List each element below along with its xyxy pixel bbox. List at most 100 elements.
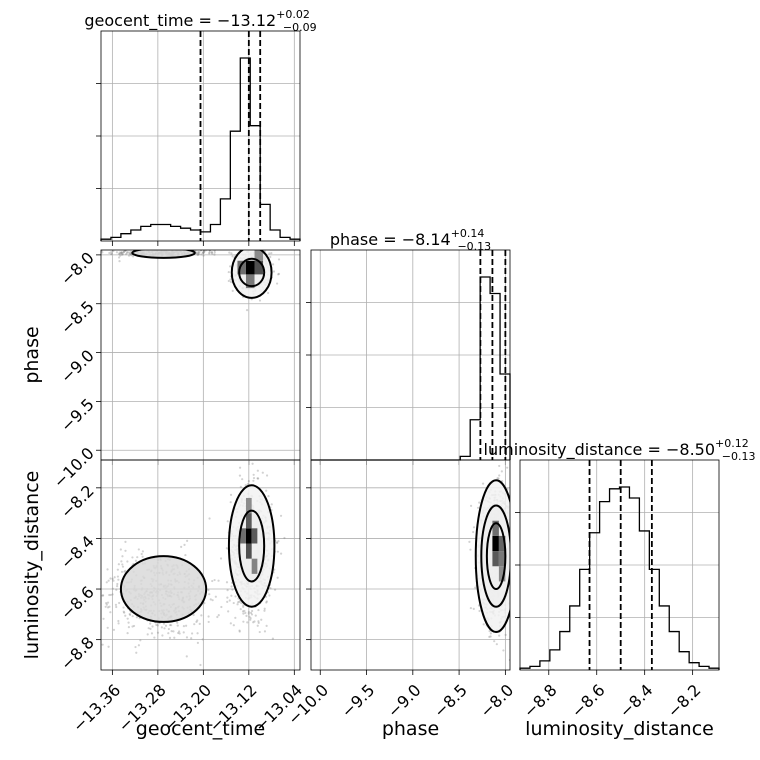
sample-point: [127, 254, 131, 257]
grid-lines: [520, 460, 719, 670]
sample-point: [92, 250, 94, 252]
sample-point: [123, 570, 126, 573]
sample-point: [495, 643, 498, 646]
sample-point: [104, 605, 107, 608]
sample-point: [209, 598, 212, 601]
sample-point: [118, 601, 121, 605]
sample-point: [126, 560, 129, 563]
sample-point: [246, 483, 249, 486]
sample-point: [266, 291, 270, 295]
sample-point: [207, 588, 210, 592]
sample-point: [238, 474, 242, 477]
sample-point: [195, 252, 198, 255]
sample-point: [478, 609, 481, 613]
sample-point: [117, 563, 120, 566]
x-axis-label-phase: phase: [382, 718, 439, 740]
sample-point: [512, 540, 514, 542]
sample-point: [513, 523, 515, 525]
sample-point: [164, 624, 168, 627]
y-tick-label: −10.0: [50, 444, 98, 492]
sample-point: [123, 611, 126, 614]
sample-point: [190, 632, 194, 635]
sample-point: [488, 630, 491, 633]
sample-point: [118, 252, 122, 255]
sample-point: [515, 565, 517, 567]
sample-point: [256, 624, 259, 627]
sample-point: [489, 635, 492, 638]
sample-point: [126, 617, 129, 620]
sample-point: [514, 532, 516, 534]
sample-point: [511, 573, 513, 575]
contour-line: [131, 250, 196, 259]
sample-point: [106, 601, 110, 604]
sample-point: [202, 251, 205, 254]
panel-title-phase: phase = −8.14+0.14 −0.13: [330, 227, 491, 253]
sample-point: [196, 253, 199, 257]
panel-title-geocent_time: geocent_time = −13.12+0.02 −0.09: [84, 8, 316, 34]
sample-point: [124, 540, 127, 543]
x-tick-label: −13.36: [69, 680, 124, 735]
density-cell: [245, 513, 252, 529]
sample-point: [265, 624, 268, 627]
contour-line: [485, 522, 507, 591]
sample-point: [231, 289, 234, 292]
y-axis-label-luminosity_distance: luminosity_distance: [21, 471, 43, 660]
density-cell: [251, 528, 258, 544]
sample-point: [242, 612, 245, 615]
sample-point: [213, 250, 216, 252]
sample-point: [247, 610, 251, 614]
sample-point: [214, 595, 217, 598]
sample-point: [229, 265, 232, 268]
sample-point: [213, 251, 216, 254]
sample-point: [192, 613, 195, 617]
sample-point: [129, 250, 132, 253]
sample-point: [253, 620, 256, 623]
sample-point: [111, 577, 114, 581]
sample-point: [198, 622, 201, 626]
sample-point: [182, 624, 186, 628]
sample-point: [225, 547, 228, 550]
sample-point: [196, 619, 199, 622]
sample-point: [169, 623, 172, 627]
title-plus: +0.02: [276, 8, 310, 21]
title-minus: −0.13: [457, 240, 491, 253]
sample-point: [147, 627, 150, 630]
sample-point: [227, 610, 230, 613]
sample-point: [196, 252, 200, 255]
sample-point: [247, 480, 250, 483]
sample-point: [516, 595, 518, 597]
density-cell: [245, 543, 252, 559]
sample-point: [83, 570, 85, 572]
sample-point: [517, 581, 519, 583]
sample-point: [106, 568, 109, 571]
sample-point: [59, 590, 61, 592]
sample-point: [116, 575, 120, 578]
sample-point: [117, 619, 120, 623]
sample-point: [217, 613, 220, 617]
sample-point: [476, 506, 480, 509]
sample-point: [481, 482, 485, 485]
sample-point: [249, 611, 253, 614]
histogram-luminosity_distance: [519, 486, 720, 670]
sample-point: [131, 556, 134, 559]
sample-point: [109, 611, 112, 614]
sample-point: [514, 558, 516, 560]
sample-point: [180, 545, 183, 548]
sample-point: [238, 466, 242, 469]
y-tick-label: −8.6: [57, 582, 98, 623]
sample-point: [137, 644, 140, 647]
sample-point: [279, 514, 283, 517]
sample-point: [506, 466, 509, 469]
density-cell: [498, 551, 506, 567]
sample-point: [265, 489, 268, 492]
sample-point: [469, 504, 473, 507]
contour-line: [227, 484, 276, 608]
sample-point: [105, 602, 108, 605]
sample-point: [110, 252, 113, 255]
sample-point: [261, 471, 264, 474]
sample-point: [239, 485, 242, 488]
sample-point: [270, 503, 273, 506]
sample-point: [514, 578, 516, 580]
sample-point: [153, 636, 156, 639]
sample-point: [108, 251, 111, 255]
